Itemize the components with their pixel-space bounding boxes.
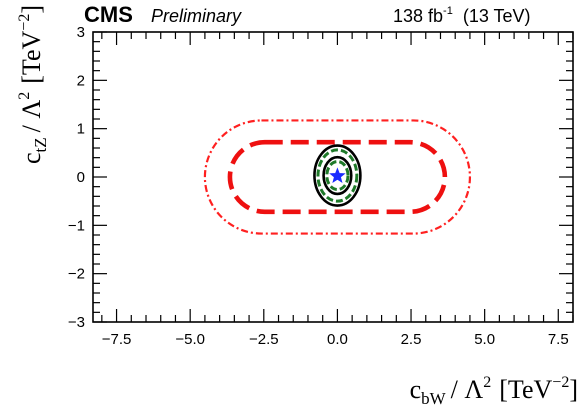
y-title-unit: [TeV (17, 30, 46, 83)
x-tick-label: 2.5 (401, 331, 422, 348)
y-title-sup: 2 (16, 92, 33, 100)
lumi-value: 138 fb (393, 6, 443, 26)
lumi-exponent: -1 (443, 5, 453, 17)
x-title-sub: bW (421, 389, 447, 408)
x-title-unit-sup: −2 (552, 374, 569, 391)
x-tick-label: −2.5 (249, 331, 279, 348)
contour-green-outer (316, 148, 359, 203)
plot-frame (92, 31, 574, 323)
contours-layer (203, 119, 472, 235)
y-title-unit-sup: −2 (16, 14, 33, 31)
x-tick-label: 7.5 (548, 331, 569, 348)
y-tick-label: 3 (77, 24, 85, 41)
contour-black-inner (322, 155, 353, 196)
x-title-mid: / Λ (451, 375, 484, 404)
energy-value: (13 TeV) (463, 6, 531, 26)
x-title-var: c (410, 375, 422, 404)
contour-red-inner (227, 139, 448, 215)
x-title-unit-close: ] (569, 375, 578, 404)
luminosity-label: 138 fb-1 (13 TeV) (393, 5, 531, 26)
cms-label: CMS (84, 2, 133, 27)
y-tick-label: 0 (77, 169, 85, 186)
contour-green-inner (325, 160, 350, 192)
preliminary-label: Preliminary (151, 6, 242, 26)
ticks-layer: −7.5 −5.0 −2.5 0.0 2.5 5.0 7.5 −3 −2 −1 0 1 2 3 (68, 24, 574, 348)
x-tick-label: −7.5 (102, 331, 132, 348)
x-tick-label: 0.0 (327, 331, 348, 348)
y-title-mid: / Λ (17, 100, 46, 133)
y-tick-label: −1 (68, 217, 85, 234)
x-axis-title: cbW / Λ2 [TeV−2] (410, 374, 578, 408)
y-tick-label: 1 (77, 121, 85, 138)
contour-red-outer (203, 119, 472, 235)
y-tick-label: −3 (68, 314, 85, 331)
y-axis-title: ctZ / Λ2 [TeV−2] (16, 5, 50, 164)
best-fit-star-marker (329, 167, 346, 184)
x-title-unit: [TeV (499, 375, 552, 404)
y-title-sub: tZ (31, 137, 50, 152)
y-title-var: c (17, 152, 46, 164)
contour-black-outer (313, 144, 362, 207)
x-title-sup: 2 (483, 374, 491, 391)
best-fit-layer (329, 167, 346, 184)
y-title-unit-close: ] (17, 5, 46, 14)
y-tick-label: 2 (77, 72, 85, 89)
x-tick-label: 5.0 (474, 331, 495, 348)
x-tick-label: −5.0 (175, 331, 205, 348)
y-tick-label: −2 (68, 266, 85, 283)
